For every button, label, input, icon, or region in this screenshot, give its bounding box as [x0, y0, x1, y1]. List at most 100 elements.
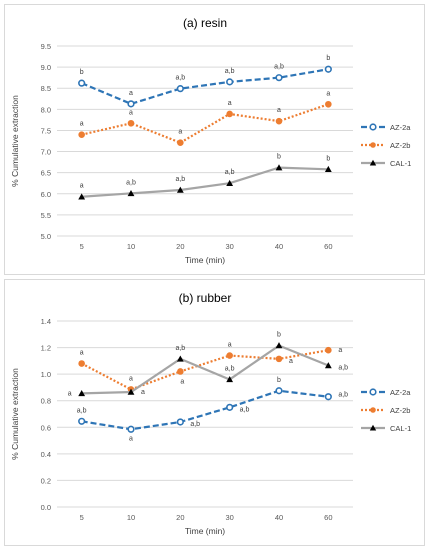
data-label: a,b [240, 406, 250, 413]
y-tick-label: 0.2 [41, 476, 51, 485]
data-label: a [228, 342, 232, 349]
data-label: a [80, 121, 84, 128]
data-label: a [289, 358, 293, 365]
data-label: a [228, 100, 232, 107]
data-label: a,b [338, 392, 348, 399]
data-label: b [277, 332, 281, 339]
series-line-az-2a [81, 389, 329, 431]
legend-label: AZ-2b [390, 141, 410, 150]
data-label: b [277, 154, 281, 161]
y-tick-label: 8.5 [41, 84, 51, 93]
y-axis-label: % Cumulative extraction [10, 368, 20, 460]
data-label: a [80, 350, 84, 357]
series-line-az-2b [81, 103, 329, 144]
chart-panel-rubber: (b) rubber 0.0 0.2 0.4 0.6 0.8 1.0 1.2 1.4 5 10 20 3… [4, 279, 425, 546]
data-label: a,b [338, 365, 348, 372]
data-label: a,b [190, 421, 200, 428]
x-tick-label: 10 [127, 242, 135, 251]
data-label: a [129, 375, 133, 382]
series-line-az-2b [81, 349, 329, 391]
legend-label: CAL-1 [390, 424, 411, 433]
data-label: a [178, 129, 182, 136]
data-label: b [80, 69, 84, 76]
y-tick-label: 0.0 [41, 503, 51, 512]
data-label: a,b [175, 75, 185, 82]
y-tick-label: 6.5 [41, 169, 51, 178]
data-point [226, 179, 234, 186]
data-label: a,b [225, 365, 235, 372]
data-point [127, 425, 135, 433]
data-label: a [141, 389, 145, 396]
data-label: a [129, 90, 133, 97]
x-tick-label: 40 [275, 242, 283, 251]
data-point [325, 346, 332, 354]
legend-marker [369, 388, 377, 396]
data-point [226, 403, 234, 411]
data-point [324, 362, 332, 369]
data-point [226, 78, 234, 86]
y-tick-label: 1.4 [41, 317, 51, 326]
data-label: b [326, 155, 330, 162]
data-point [226, 110, 233, 118]
x-tick-label: 60 [324, 513, 332, 522]
y-tick-label: 0.4 [41, 450, 51, 459]
y-tick-label: 9.0 [41, 63, 51, 72]
data-point [78, 417, 86, 425]
legend-marker [369, 424, 377, 431]
legend-marker [370, 407, 376, 413]
y-tick-label: 9.5 [41, 42, 51, 51]
data-label: a [326, 90, 330, 97]
data-label: a [129, 435, 133, 442]
data-label: a [80, 183, 84, 190]
y-tick-label: 5.5 [41, 211, 51, 220]
x-tick-label: 40 [275, 513, 283, 522]
legend-label: AZ-2b [390, 406, 410, 415]
data-point [275, 342, 283, 349]
data-label: a [68, 390, 72, 397]
data-point [275, 74, 283, 82]
data-label: a,b [77, 407, 87, 414]
data-label: a,b [225, 169, 235, 176]
series-line-cal-1 [81, 166, 329, 198]
chart-panel-resin: (a) resin 5.0 5.5 6.0 6.5 7.0 7.5 8.0 8.5 9.0 9.5 5… [4, 4, 425, 275]
data-point [176, 85, 184, 93]
chart-rubber: (b) rubber 0.0 0.2 0.4 0.6 0.8 1.0 1.2 1.4 5 10 20 3… [10, 291, 411, 536]
data-label: a,b [175, 345, 185, 352]
legend-label: AZ-2a [390, 123, 411, 132]
data-point [78, 193, 86, 200]
data-point [177, 139, 184, 146]
chart-title: (b) rubber [179, 291, 232, 305]
legend-marker [369, 159, 377, 166]
data-label: a,b [175, 176, 185, 183]
data-point [127, 388, 135, 395]
x-tick-label: 5 [80, 242, 84, 251]
data-label: a,b [225, 68, 235, 75]
x-axis-label: Time (min) [185, 255, 225, 265]
y-tick-label: 8.0 [41, 105, 51, 114]
data-label: a [129, 109, 133, 116]
data-label: a,b [274, 64, 284, 71]
data-point [78, 390, 86, 397]
data-point [127, 100, 135, 108]
data-point [226, 352, 233, 359]
x-tick-label: 20 [176, 513, 184, 522]
y-tick-label: 7.0 [41, 148, 51, 157]
x-axis-label: Time (min) [185, 526, 225, 536]
y-tick-label: 7.5 [41, 126, 51, 135]
data-point [127, 119, 135, 127]
series-line-az-2a [81, 68, 329, 106]
y-tick-label: 1.0 [41, 370, 51, 379]
y-tick-label: 0.6 [41, 423, 51, 432]
data-point [324, 165, 332, 173]
data-point [127, 189, 135, 197]
x-tick-label: 10 [127, 513, 135, 522]
data-label: a [338, 347, 342, 354]
data-point [275, 164, 283, 171]
legend-marker [369, 123, 377, 131]
data-point [176, 418, 184, 426]
y-tick-label: 1.2 [41, 344, 51, 353]
data-point [275, 387, 283, 395]
data-point [324, 65, 332, 73]
legend-label: CAL-1 [390, 159, 411, 168]
